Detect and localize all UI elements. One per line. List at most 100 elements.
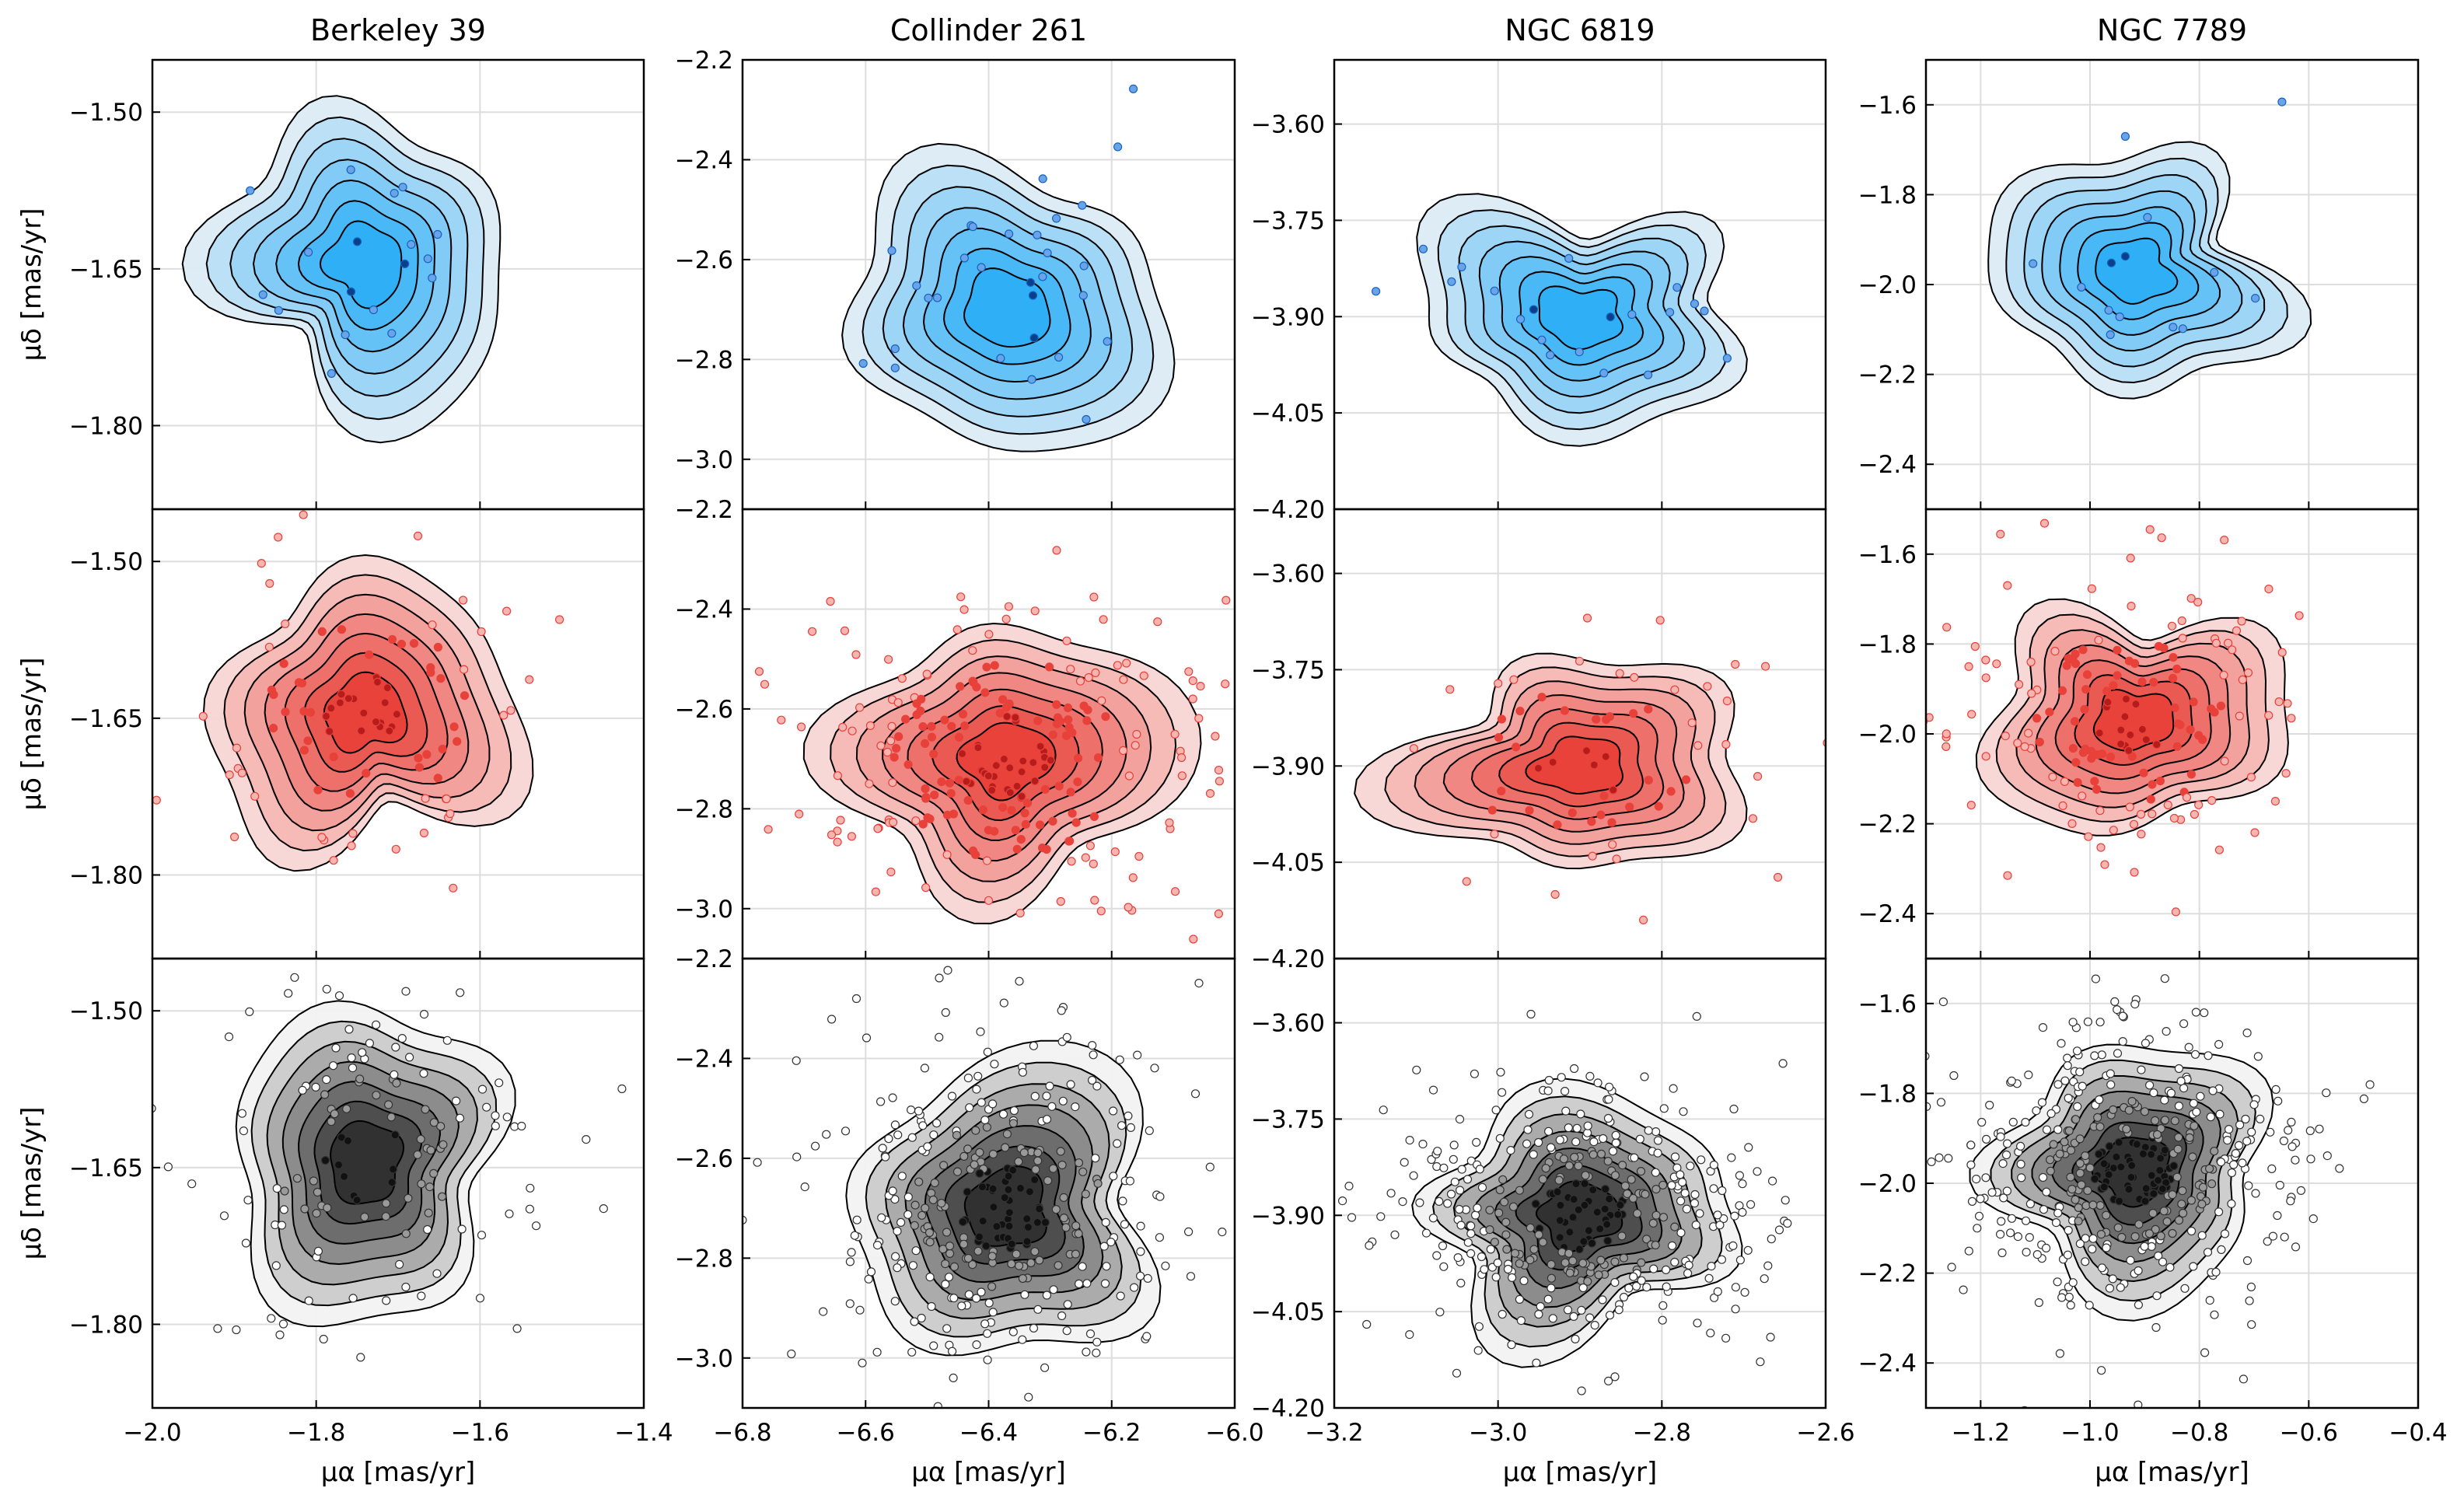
data-point [975,1147,984,1158]
data-point [917,1210,927,1220]
data-point [2178,324,2187,334]
data-point [2179,1208,2188,1218]
data-point [2286,1196,2295,1206]
data-point [1682,1204,1691,1214]
data-point [2090,1051,2099,1060]
data-point [2053,1277,2062,1287]
axes-frame [151,957,645,1409]
data-point [299,510,308,519]
data-point [2134,1266,2143,1276]
data-point [1706,1329,1715,1338]
data-point [348,1294,358,1303]
data-point [1205,1162,1215,1172]
data-point [385,726,394,735]
data-point [383,683,392,693]
data-point [1735,1256,1745,1265]
data-point [2003,871,2012,880]
data-point [1058,1096,1068,1106]
data-point [2168,1189,2177,1200]
data-point [1071,818,1081,827]
data-point [1089,812,1099,822]
data-point [887,721,896,731]
data-point [1662,1282,1671,1291]
data-point [1575,348,1584,357]
data-point [1457,1165,1466,1174]
data-point [2275,1180,2284,1190]
y-tick-label: −4.05 [1251,1298,1325,1326]
member-points [858,84,1138,424]
data-point [2189,1262,2198,1271]
data-point [1608,1147,1618,1156]
data-point [1136,1247,1145,1256]
data-point [1497,714,1507,724]
data-point [1001,1143,1010,1152]
data-point [531,1221,541,1231]
data-point [2268,1231,2277,1241]
data-point [1564,1161,1574,1171]
data-point [1063,1300,1072,1309]
data-point [267,1314,276,1323]
data-point [1709,1160,1718,1170]
data-point [2085,1163,2095,1172]
data-point [329,856,338,865]
data-point [2095,1095,2104,1105]
data-point [1550,889,1560,899]
x-tick-label: −2.8 [1633,1419,1691,1447]
data-point [1543,1126,1554,1136]
data-point [225,770,234,780]
data-point [2106,1069,2115,1078]
data-point [1455,1114,1465,1124]
data-point [1501,1230,1511,1239]
data-point [298,1085,307,1095]
data-point [423,1224,432,1235]
data-point [433,642,443,652]
data-point [917,1313,926,1323]
data-point [949,1373,958,1383]
data-point [355,1074,365,1084]
data-point [329,1061,338,1071]
data-point [1587,817,1596,826]
data-point [2021,1216,2031,1225]
data-point [2007,1076,2016,1086]
data-point [2024,1070,2033,1080]
data-point [2137,677,2147,686]
data-point [1522,1139,1532,1148]
data-point [1371,287,1381,296]
data-point [1627,309,1637,320]
data-point [753,1158,762,1167]
data-point [1143,1273,1152,1284]
data-point [2245,1296,2254,1305]
data-point [2172,742,2182,751]
data-point [2137,725,2147,734]
data-point [327,704,336,713]
data-point [2091,974,2100,983]
data-point [2075,1134,2085,1144]
data-point [2066,1145,2076,1155]
data-point [424,1208,433,1217]
data-point [959,1151,969,1161]
data-point [2024,728,2033,738]
data-point [1615,669,1624,678]
data-point [1113,661,1122,670]
y-tick-label: −1.50 [69,99,143,127]
data-point [855,1305,865,1315]
x-tick-label: −1.8 [287,1419,345,1447]
data-point [372,1091,381,1100]
data-point [2207,795,2217,805]
data-point [878,1144,887,1153]
data-point [1966,1140,1976,1150]
data-point [984,826,993,835]
data-point [1028,291,1038,300]
data-point [1466,1249,1476,1259]
data-point [929,1130,938,1140]
data-point [2197,1200,2207,1209]
data-point [1170,887,1180,896]
y-tick-label: −3.60 [1251,1010,1325,1038]
data-point [1538,1175,1547,1184]
data-point [2060,1137,2069,1147]
data-point [372,1020,381,1029]
data-point [1485,1224,1494,1235]
data-point [1011,826,1020,835]
data-point [1579,1237,1588,1246]
data-point [2057,1039,2066,1048]
